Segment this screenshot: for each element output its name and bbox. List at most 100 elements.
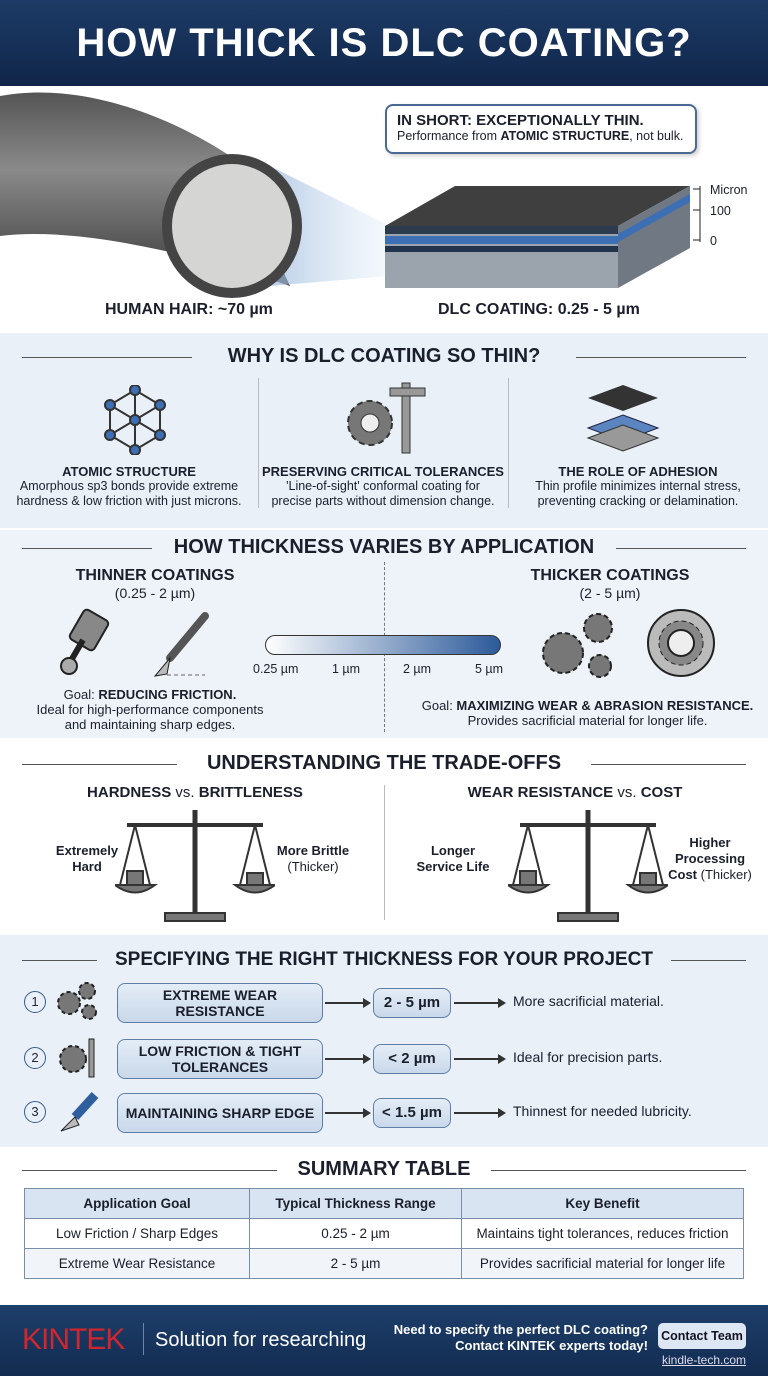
why-title: WHY IS DLC COATING SO THIN? xyxy=(227,345,541,367)
gears-bearing-icons xyxy=(542,609,715,678)
scalpel-icon xyxy=(153,612,209,677)
kintek-logo: KINTEK xyxy=(22,1323,125,1356)
column-header: Application Goal xyxy=(24,1188,250,1219)
arrow xyxy=(325,1054,371,1064)
why-item-title: ATOMIC STRUCTURE xyxy=(62,464,196,479)
spec-value: < 2 µm xyxy=(373,1044,451,1074)
callout-text: Performance from xyxy=(397,129,501,143)
tradeoff-label: Processing xyxy=(674,851,746,866)
gear-caliper-icon xyxy=(59,1038,95,1078)
why-item-desc: 'Line-of-sight' conformal coating for xyxy=(286,479,480,493)
tradeoff-label: (Thicker) xyxy=(697,867,752,882)
bearing-icon xyxy=(647,609,715,677)
thickness-scale-bar xyxy=(265,635,501,655)
blade-icon xyxy=(60,1091,99,1132)
callout-text-end: , not bulk. xyxy=(629,129,684,143)
tradeoff-label: Service Life xyxy=(416,859,490,874)
website-link[interactable]: kindle-tech.com xyxy=(662,1353,747,1367)
thick-goal-pre: Goal: xyxy=(421,698,457,713)
page-title: HOW THICK IS DLC COATING? xyxy=(76,20,692,65)
specify-title: SPECIFYING THE RIGHT THICKNESS FOR YOUR … xyxy=(114,949,654,970)
dlc-label: DLC COATING: 0.25 - 5 µm xyxy=(438,301,640,318)
thin-desc: and maintaining sharp edges. xyxy=(64,717,236,732)
tagline: Solution for researching xyxy=(155,1329,367,1351)
arrow xyxy=(454,1054,506,1064)
table-row: Extreme Wear Resistance 2 - 5 µm Provides … xyxy=(24,1248,744,1279)
spec-goal: EXTREME WEAR RESISTANCE xyxy=(117,983,323,1023)
why-item-desc: Thin profile minimizes internal stress, xyxy=(535,479,741,493)
why-item-title: THE ROLE OF ADHESION xyxy=(558,464,718,479)
why-item-desc: preventing cracking or delamination. xyxy=(537,494,739,508)
table-header-row: Application Goal Typical Thickness Range K… xyxy=(24,1188,744,1219)
spec-goal: LOW FRICTION & TIGHT TOLERANCES xyxy=(117,1039,323,1079)
table-cell: Provides sacrificial material for longer… xyxy=(461,1248,744,1279)
tradeoff-label: Hard xyxy=(72,859,102,874)
tradeoff-label: Higher xyxy=(689,835,731,850)
spec-value: 2 - 5 µm xyxy=(373,988,451,1018)
scale-100: 100 xyxy=(710,204,731,218)
thick-range: (2 - 5 µm) xyxy=(579,585,641,601)
balance-scale-icon xyxy=(115,810,275,922)
spec-result: More sacrificial material. xyxy=(513,993,664,1009)
step-number: 3 xyxy=(24,1101,46,1123)
thickness-title: HOW THICKNESS VARIES BY APPLICATION xyxy=(173,536,595,558)
spec-goal: MAINTAINING SHARP EDGE xyxy=(117,1093,323,1133)
tradeoffs-title: UNDERSTANDING THE TRADE-OFFS xyxy=(206,752,562,774)
column-header: Typical Thickness Range xyxy=(249,1188,462,1219)
thin-goal: REDUCING FRICTION. xyxy=(98,687,237,702)
cta-line: Need to specify the perfect DLC coating? xyxy=(393,1322,648,1337)
tradeoff-label: (Thicker) xyxy=(287,859,339,874)
thin-title: THINNER COATINGS xyxy=(75,567,235,584)
callout-title: IN SHORT: EXCEPTIONALLY THIN. xyxy=(397,112,644,129)
step-number: 1 xyxy=(24,991,46,1013)
thin-desc: Ideal for high-performance components xyxy=(36,702,264,717)
why-item-title: PRESERVING CRITICAL TOLERANCES xyxy=(262,464,504,479)
table-cell: Maintains tight tolerances, reduces fric… xyxy=(461,1218,744,1249)
scale-0: 0 xyxy=(710,234,717,248)
scale-tick: 0.25 µm xyxy=(253,662,299,676)
thickness-section: HOW THICKNESS VARIES BY APPLICATION THIN… xyxy=(0,530,768,738)
scale-unit: Micron xyxy=(710,183,748,197)
hair-vs-coating-illustration xyxy=(0,92,701,298)
thick-goal: MAXIMIZING WEAR & ABRASION RESISTANCE. xyxy=(456,698,754,713)
why-section: WHY IS DLC COATING SO THIN? ATOMIC STRUC… xyxy=(0,333,768,528)
summary-title: SUMMARY TABLE xyxy=(297,1158,471,1180)
callout-bold: ATOMIC STRUCTURE xyxy=(500,129,630,143)
spec-result: Ideal for precision parts. xyxy=(513,1049,663,1065)
arrow xyxy=(454,998,506,1008)
footer: KINTEK Solution for researching Need to … xyxy=(0,1305,768,1376)
gears-icon xyxy=(57,982,97,1020)
spec-value: < 1.5 µm xyxy=(373,1098,451,1128)
table-cell: Low Friction / Sharp Edges xyxy=(24,1218,250,1249)
summary-table: Application Goal Typical Thickness Range K… xyxy=(24,1188,744,1279)
arrow xyxy=(325,998,371,1008)
contact-team-button[interactable]: Contact Team xyxy=(658,1323,746,1349)
thick-title: THICKER COATINGS xyxy=(530,567,690,584)
tradeoff-label: Cost xyxy=(668,867,697,882)
atom-lattice-icon xyxy=(104,385,166,455)
cta-line: Contact KINTEK experts today! xyxy=(455,1338,648,1353)
scale-tick: 2 µm xyxy=(403,662,432,676)
tradeoffs-section: UNDERSTANDING THE TRADE-OFFS HARDNESS vs… xyxy=(0,740,768,933)
arrow xyxy=(325,1108,371,1118)
balance-scale-icon xyxy=(508,810,668,922)
why-item-desc: precise parts without dimension change. xyxy=(271,494,495,508)
summary-callout: IN SHORT: EXCEPTIONALLY THIN. Performanc… xyxy=(385,104,697,154)
column-header: Key Benefit xyxy=(461,1188,744,1219)
why-item-desc: hardness & low friction with just micron… xyxy=(16,494,242,508)
tradeoff-left-title: HARDNESS vs. BRITTLENESS xyxy=(87,784,303,801)
hair-label: HUMAN HAIR: ~70 µm xyxy=(105,301,273,318)
tradeoff-right-title: WEAR RESISTANCE vs. COST xyxy=(467,784,683,801)
tradeoff-label: Extremely xyxy=(55,843,119,858)
piston-icon xyxy=(60,608,110,675)
table-row: Low Friction / Sharp Edges 0.25 - 2 µm Mai… xyxy=(24,1218,744,1249)
scale-tick: 5 µm xyxy=(475,662,504,676)
tradeoff-label: More Brittle xyxy=(276,843,350,858)
table-cell: 0.25 - 2 µm xyxy=(249,1218,462,1249)
tradeoff-label: Longer xyxy=(430,843,476,858)
scale-tick: 1 µm xyxy=(332,662,361,676)
thin-goal-pre: Goal: xyxy=(63,687,99,702)
header: HOW THICK IS DLC COATING? xyxy=(0,0,768,86)
gears-icon xyxy=(542,613,613,678)
arrow xyxy=(454,1108,506,1118)
